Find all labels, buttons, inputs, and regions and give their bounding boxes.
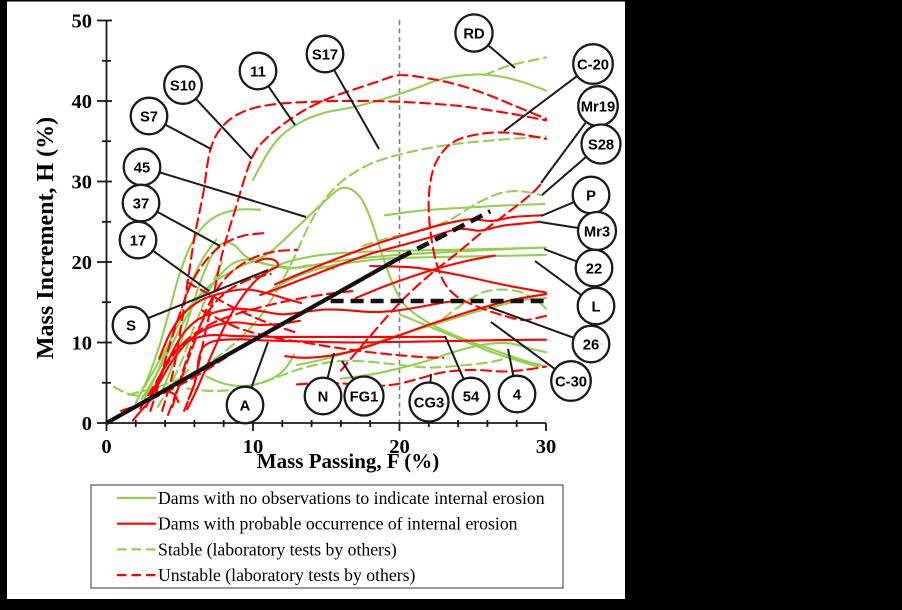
svg-text:Dams with no observations to i: Dams with no observations to indicate in… (158, 488, 545, 508)
svg-text:10: 10 (243, 436, 264, 458)
svg-text:S10: S10 (170, 79, 196, 95)
svg-text:37: 37 (133, 197, 149, 213)
svg-text:Unstable (laboratory tests by: Unstable (laboratory tests by others) (158, 565, 415, 585)
svg-text:26: 26 (583, 338, 599, 354)
svg-text:P: P (586, 189, 596, 205)
svg-text:20: 20 (389, 436, 410, 458)
svg-text:FG1: FG1 (350, 390, 379, 406)
svg-text:S7: S7 (140, 110, 158, 126)
svg-text:A: A (240, 399, 251, 415)
svg-text:0: 0 (82, 413, 92, 435)
svg-text:N: N (318, 390, 329, 406)
svg-text:30: 30 (536, 436, 557, 458)
svg-text:Mass Passing, F (%): Mass Passing, F (%) (257, 449, 439, 473)
svg-text:C-20: C-20 (577, 58, 609, 74)
svg-text:54: 54 (463, 390, 480, 406)
svg-text:11: 11 (250, 65, 266, 81)
svg-text:30: 30 (72, 172, 93, 194)
svg-text:45: 45 (134, 161, 150, 177)
svg-text:CG3: CG3 (414, 396, 444, 412)
svg-text:0: 0 (101, 436, 111, 458)
svg-text:40: 40 (72, 91, 93, 113)
svg-text:S: S (126, 319, 136, 335)
svg-text:Stable (laboratory tests by ot: Stable (laboratory tests by others) (158, 539, 397, 559)
svg-text:RD: RD (463, 27, 485, 43)
svg-text:L: L (591, 300, 600, 316)
svg-text:S17: S17 (312, 48, 338, 64)
svg-text:17: 17 (130, 234, 146, 250)
svg-text:C-30: C-30 (555, 375, 587, 391)
svg-text:10: 10 (72, 333, 93, 355)
svg-text:22: 22 (586, 262, 602, 278)
svg-text:50: 50 (72, 11, 93, 33)
svg-text:Dams with probable occurrence: Dams with probable occurrence of interna… (158, 514, 518, 534)
svg-text:20: 20 (72, 252, 93, 274)
svg-text:Mr3: Mr3 (584, 225, 610, 241)
svg-text:4: 4 (513, 388, 522, 404)
svg-text:Mass Increment, H (%): Mass Increment, H (%) (33, 117, 59, 359)
svg-text:Mr19: Mr19 (581, 100, 616, 116)
svg-text:S28: S28 (588, 138, 614, 154)
